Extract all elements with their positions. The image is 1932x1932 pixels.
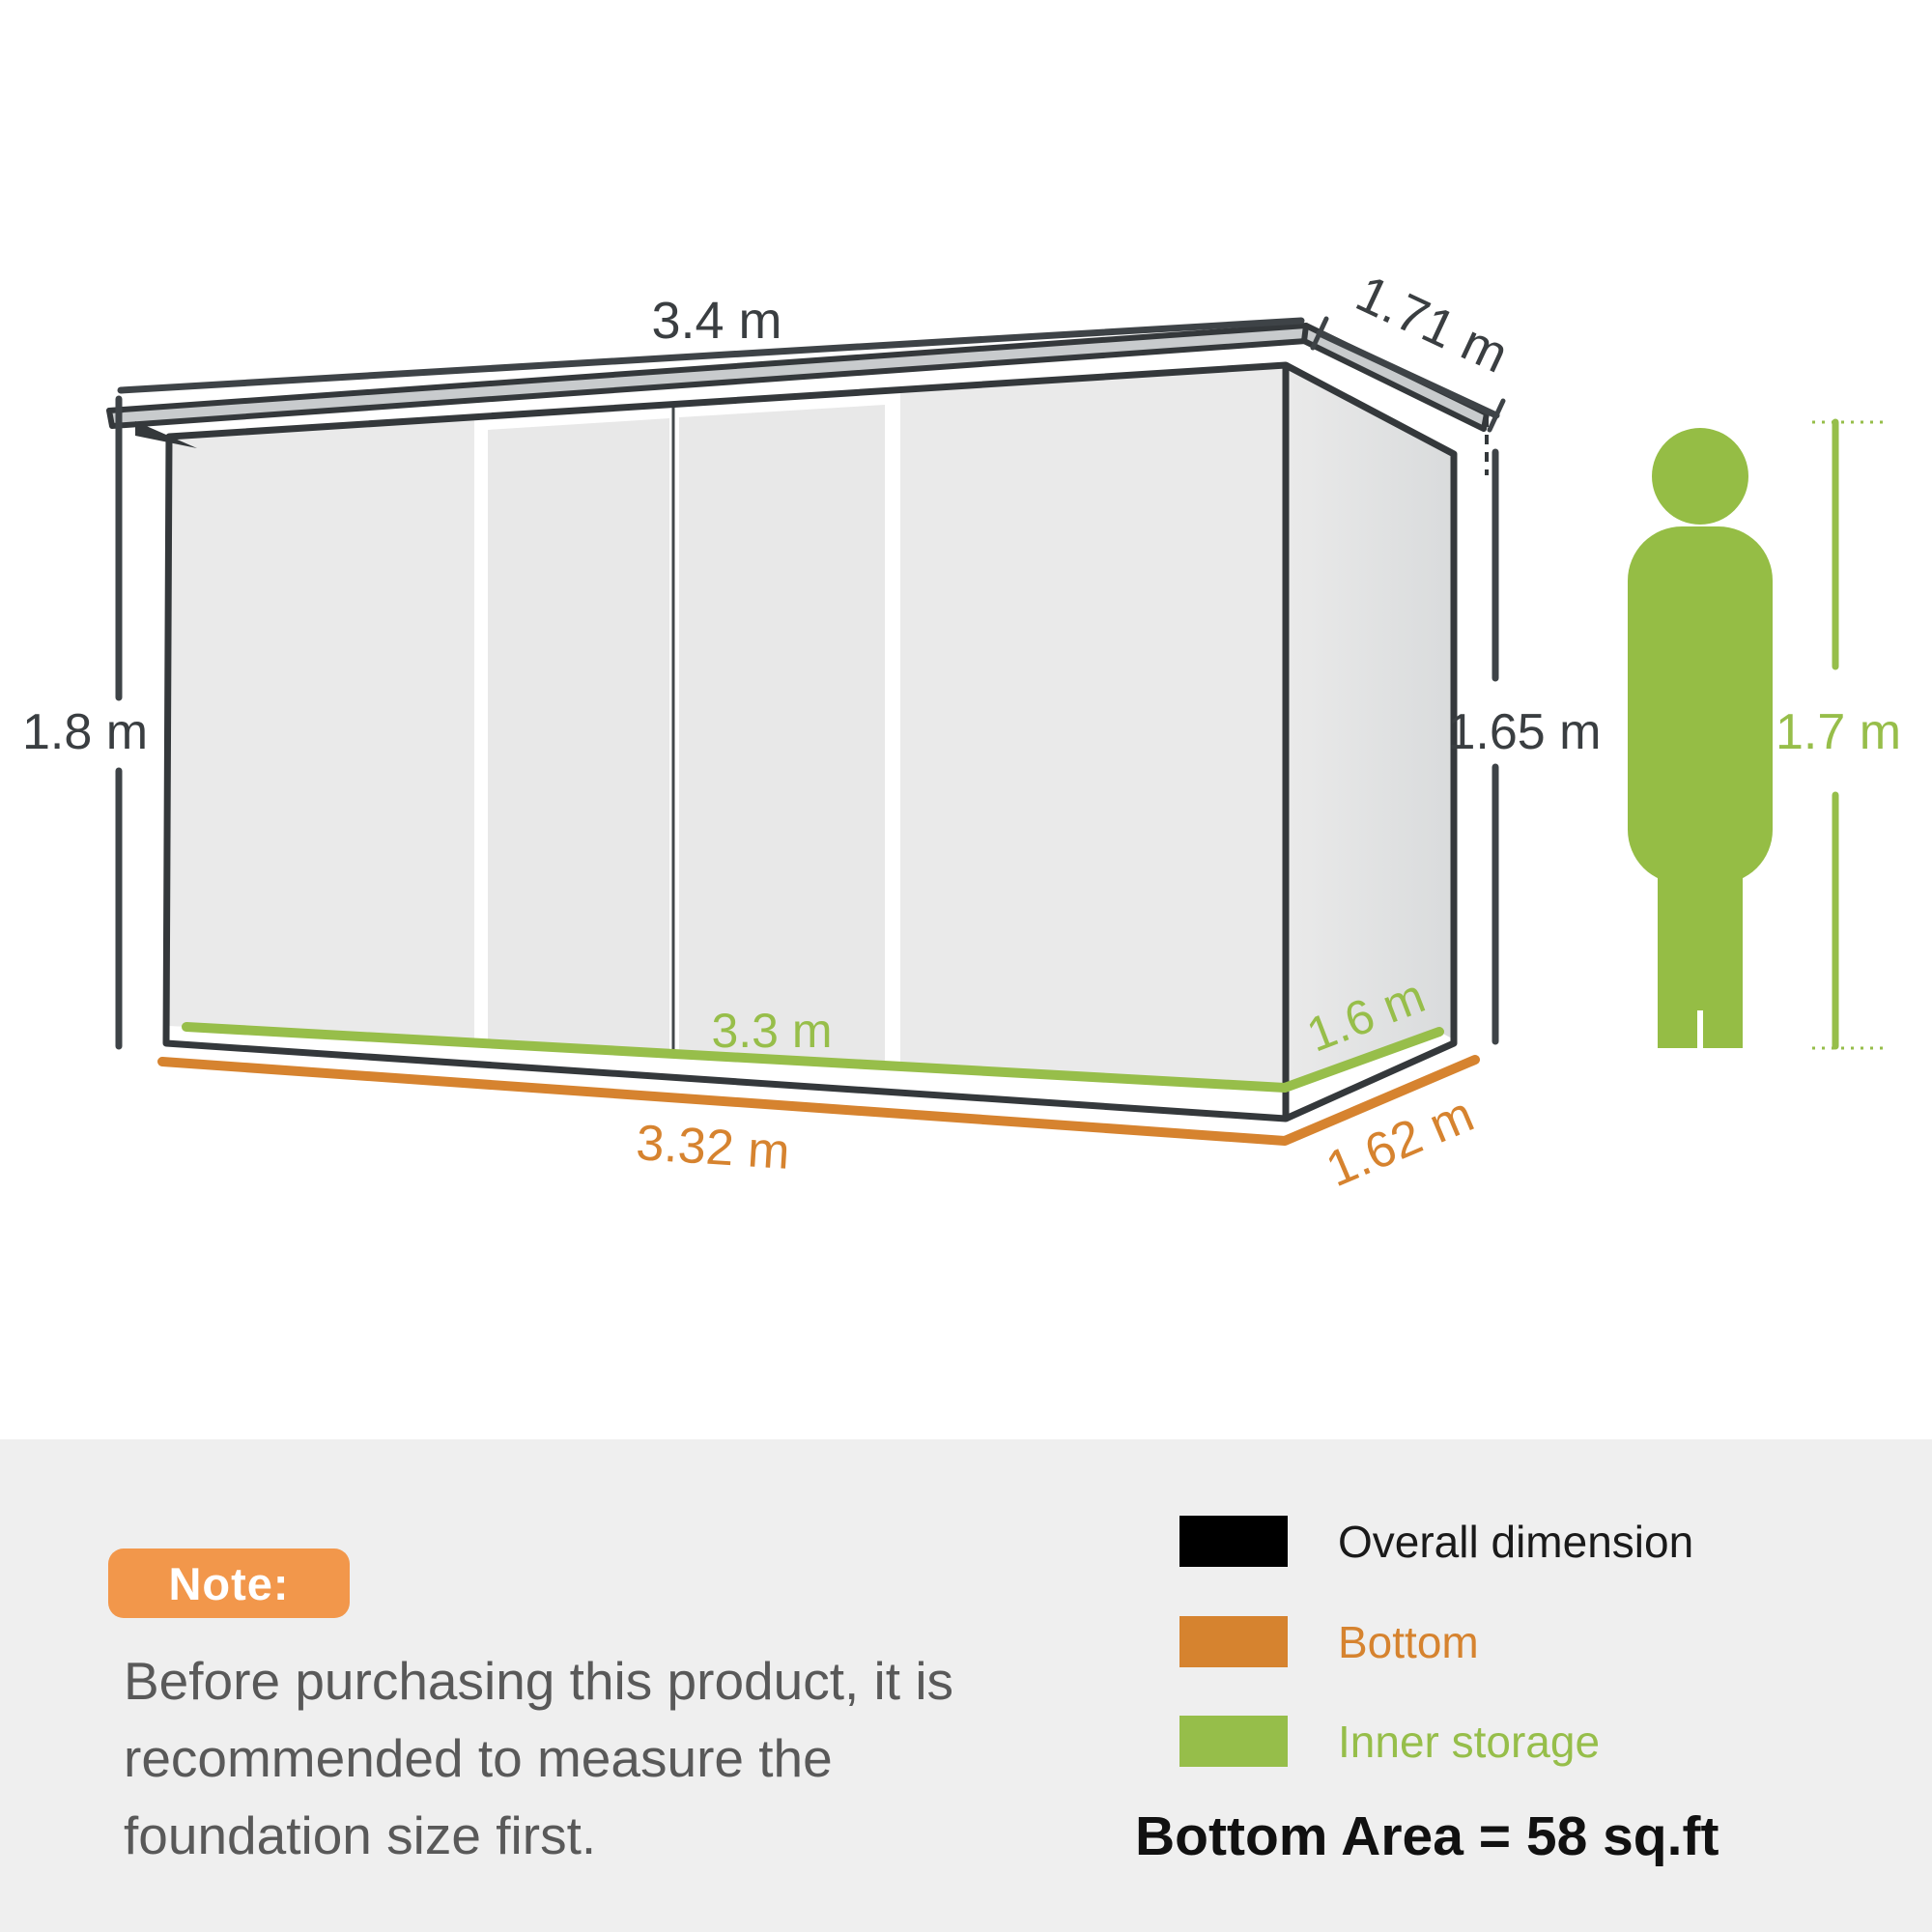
front-panel-right bbox=[900, 365, 1286, 1088]
side-face-outline bbox=[1284, 361, 1458, 1122]
dim-label-back-height: 1.65 m bbox=[1448, 704, 1602, 760]
front-door-right bbox=[679, 405, 885, 1065]
inner-storage-line bbox=[182, 1022, 1444, 1093]
note-badge-label: Note: bbox=[168, 1557, 290, 1609]
person-height-label: 1.7 m bbox=[1776, 704, 1901, 760]
dim-line-overall-depth bbox=[1310, 316, 1506, 433]
dim-line-person-height bbox=[1812, 418, 1886, 1050]
dim-label-front-height: 1.8 m bbox=[22, 704, 148, 760]
dim-label-overall-width: 3.4 m bbox=[651, 292, 781, 350]
bottom-depth-label: 1.62 m bbox=[1319, 1087, 1482, 1199]
legend-swatch-bottom bbox=[1179, 1616, 1288, 1667]
roof-left-overhang bbox=[135, 421, 197, 448]
legend-swatch-inner-storage bbox=[1179, 1716, 1288, 1767]
legend-label-bottom: Bottom bbox=[1338, 1617, 1479, 1667]
shed-dimension-diagram: 3.4 m 1.71 m 1.8 m 1.65 m 3.3 m 1.6 m 3.… bbox=[22, 265, 1901, 1199]
note-text: Before purchasing this product, it is re… bbox=[124, 1651, 954, 1865]
bottom-line bbox=[157, 1055, 1480, 1146]
front-door-left bbox=[488, 418, 669, 1054]
inner-width-label: 3.3 m bbox=[711, 1004, 832, 1058]
bottom-width-label: 3.32 m bbox=[635, 1115, 791, 1180]
shed-front-face bbox=[169, 365, 1286, 1088]
bottom-area-text: Bottom Area = 58 sq.ft bbox=[1135, 1805, 1719, 1867]
legend-label-inner-storage: Inner storage bbox=[1338, 1717, 1601, 1767]
shed-side-face bbox=[1286, 365, 1454, 1088]
note-badge: Note: bbox=[108, 1548, 350, 1618]
front-panel-left bbox=[169, 417, 474, 1043]
legend-label-overall-dimension: Overall dimension bbox=[1338, 1517, 1694, 1567]
person-icon bbox=[1628, 428, 1773, 1051]
dim-line-overall-width bbox=[117, 317, 1305, 394]
info-band: Note: Before purchasing this product, it… bbox=[0, 1439, 1932, 1932]
legend-swatch-overall-dimension bbox=[1179, 1516, 1288, 1567]
